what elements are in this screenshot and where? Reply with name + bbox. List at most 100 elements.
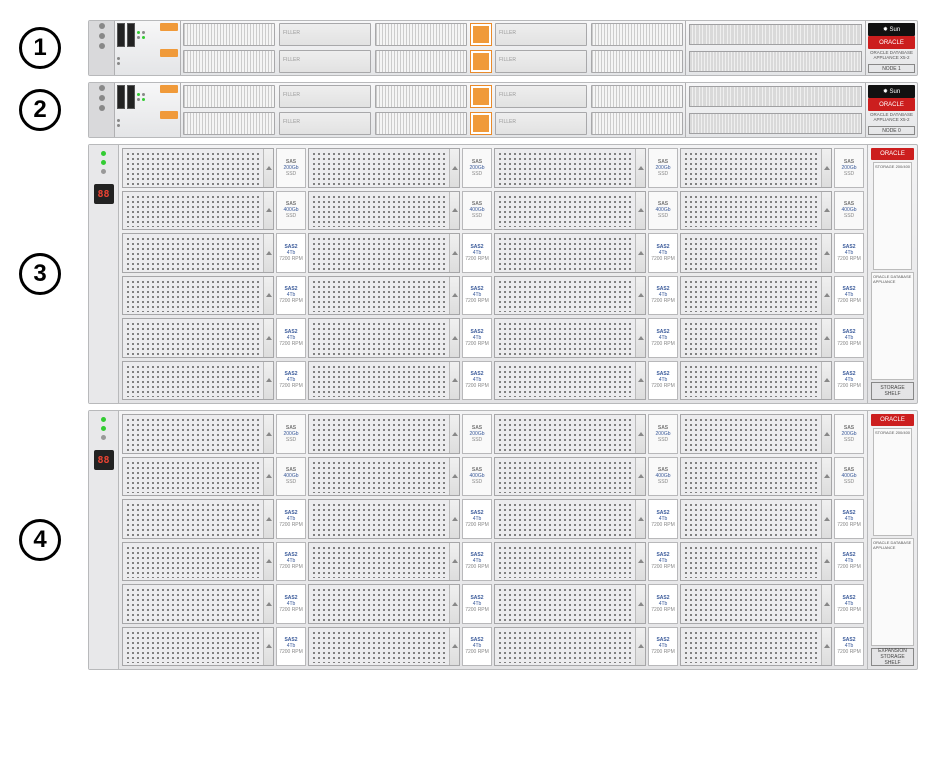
disk-row: SAS24Tb7200 RPMSAS24Tb7200 RPMSAS24Tb720… [122, 318, 864, 358]
filler-bay [495, 23, 587, 46]
disk-label: SAS24Tb7200 RPM [648, 361, 678, 401]
disk-latch [821, 149, 831, 187]
disk-latch [635, 585, 645, 623]
disk-bay: SAS200GbSSD [122, 148, 306, 188]
disk-latch [821, 585, 831, 623]
disk-bay: SAS24Tb7200 RPM [680, 361, 864, 401]
disk-carrier [494, 361, 646, 401]
disk-vent [497, 321, 633, 355]
disk-latch [449, 149, 459, 187]
disk-carrier [308, 499, 460, 539]
spec-label: STORAGE 200/400 [873, 162, 912, 270]
disk-latch [821, 415, 831, 453]
disk-vent [125, 364, 261, 398]
node-label: NODE 1 [868, 64, 915, 73]
disk-bay: SAS24Tb7200 RPM [680, 318, 864, 358]
disk-latch [635, 149, 645, 187]
disk-latch [635, 415, 645, 453]
disk-vent [311, 194, 447, 228]
disk-bay: SAS24Tb7200 RPM [122, 627, 306, 667]
disk-vent [683, 502, 819, 536]
disk-carrier [494, 542, 646, 582]
filler-bay [279, 50, 371, 73]
seg7-display: 88 [94, 184, 114, 204]
disk-latch [635, 543, 645, 581]
disk-carrier [494, 191, 646, 231]
status-led [101, 160, 106, 165]
server-node-0: ✸ Sun ORACLE ORACLE DATABASE APPLIANCE X… [88, 82, 918, 138]
disk-row: SAS24Tb7200 RPM SAS24Tb7200 RPM SAS24Tb720… [122, 584, 864, 624]
disk-bay: SAS400GbSSD [308, 191, 492, 231]
disk-vent [311, 364, 447, 398]
disk-vent [497, 417, 633, 451]
shelf-control-ear: 88 [89, 145, 119, 403]
hdd-bay [591, 85, 683, 108]
drive-bays [181, 21, 685, 75]
disk-latch [635, 458, 645, 496]
disk-vent [125, 236, 261, 270]
sas-tag [470, 85, 492, 108]
disk-vent [311, 417, 447, 451]
disk-label: SAS24Tb7200 RPM [648, 627, 678, 667]
disk-carrier [494, 627, 646, 667]
disk-bay: SAS24Tb7200 RPM [122, 276, 306, 316]
disk-carrier [122, 627, 274, 667]
disk-vent [311, 279, 447, 313]
disk-bay: SAS24Tb7200 RPM [122, 233, 306, 273]
disk-bay: SAS200GbSSD [494, 414, 678, 454]
disk-label: SAS400GbSSD [834, 191, 864, 231]
disk-latch [263, 628, 273, 666]
disk-vent [125, 321, 261, 355]
disk-latch [821, 543, 831, 581]
disk-vent [683, 321, 819, 355]
disk-row: SAS24Tb7200 RPMSAS24Tb7200 RPMSAS24Tb720… [122, 233, 864, 273]
disk-row: SAS24Tb7200 RPMSAS24Tb7200 RPMSAS24Tb720… [122, 627, 864, 667]
disk-carrier [494, 276, 646, 316]
disk-bay: SAS24Tb7200 RPM [680, 233, 864, 273]
control-panel [115, 21, 181, 75]
hdd-bay [183, 23, 275, 46]
disk-vent [497, 587, 633, 621]
shelf-control-ear: 88 [89, 411, 119, 669]
storage-shelf: 88 SAS200GbSSDSAS200GbSSDSAS200GbSSDSAS2… [88, 144, 918, 404]
hdd-bay [183, 50, 275, 73]
disk-carrier [308, 148, 460, 188]
disk-latch [635, 277, 645, 315]
disk-label: SAS24Tb7200 RPM [276, 584, 306, 624]
sas-tag [470, 23, 492, 46]
disk-carrier [308, 627, 460, 667]
row-node0: 2 [10, 82, 936, 138]
filler-bay [279, 112, 371, 135]
row-node1: 1 [10, 20, 936, 76]
rack-ear [89, 21, 115, 75]
disk-latch [263, 234, 273, 272]
brand-panel: ✸ Sun ORACLE ORACLE DATABASE APPLIANCE X… [865, 21, 917, 75]
brand-panel: ORACLE STORAGE 200/400 ORACLE DATABASE A… [867, 411, 917, 669]
disk-label: SAS24Tb7200 RPM [462, 542, 492, 582]
hdd-bay [375, 50, 467, 73]
disk-bay: SAS24Tb7200 RPM [680, 542, 864, 582]
disk-vent [311, 502, 447, 536]
disk-label: SAS200GbSSD [462, 148, 492, 188]
disk-carrier [680, 457, 832, 497]
disk-latch [635, 628, 645, 666]
disk-row: SAS200GbSSDSAS200GbSSDSAS200GbSSDSAS200G… [122, 148, 864, 188]
disk-bay: SAS24Tb7200 RPM [680, 584, 864, 624]
sas-tag [470, 50, 492, 73]
disk-bay: SAS24Tb7200 RPM [122, 318, 306, 358]
disk-vent [125, 279, 261, 313]
status-led [101, 426, 106, 431]
status-leds [137, 23, 158, 47]
disk-label: SAS24Tb7200 RPM [462, 584, 492, 624]
disk-vent [497, 545, 633, 579]
filler-bay [495, 85, 587, 108]
rack-ear [89, 83, 115, 137]
disk-bay: SAS24Tb7200 RPM [494, 318, 678, 358]
power-led [101, 417, 106, 422]
sun-badge: ✸ Sun [868, 23, 915, 36]
disk-carrier [494, 584, 646, 624]
disk-latch [821, 234, 831, 272]
optical-drive [689, 51, 862, 72]
disk-bay: SAS24Tb7200 RPM [122, 499, 306, 539]
product-label: ORACLE DATABASE APPLIANCE X5-2 [868, 111, 915, 126]
